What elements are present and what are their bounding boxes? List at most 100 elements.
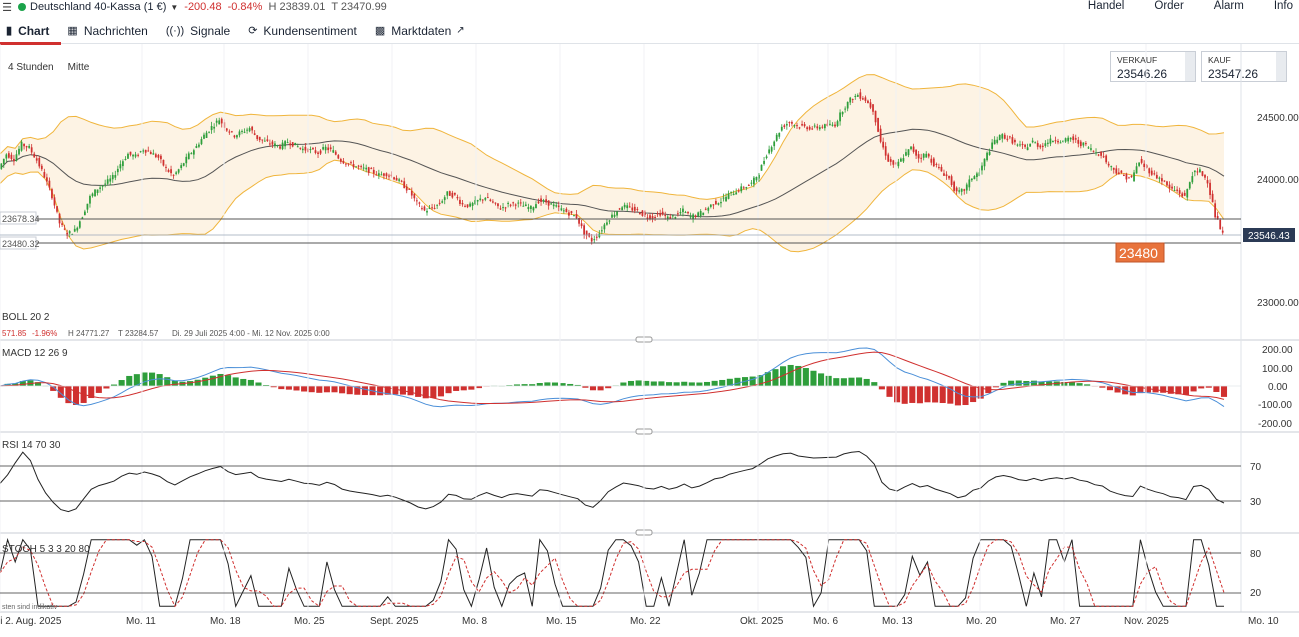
candle-body — [816, 126, 819, 129]
candle-body — [867, 100, 869, 104]
candle-body — [1069, 137, 1072, 140]
x-tick: Mo. 10 — [1248, 616, 1279, 627]
tab-market-data[interactable]: ▩ Marktdaten ↗ — [369, 18, 483, 44]
macd-histogram-bar — [399, 386, 406, 395]
chevron-down-icon[interactable]: ▼ — [170, 2, 179, 12]
macd-histogram-bar — [110, 384, 118, 386]
candle-body — [788, 122, 791, 124]
candle-body — [1145, 165, 1148, 168]
candle-body — [1130, 175, 1133, 178]
macd-histogram-bar — [0, 386, 4, 387]
chart-axes — [0, 44, 1299, 613]
candle-body — [730, 191, 732, 193]
candle-body — [190, 153, 193, 155]
candle-body — [469, 203, 471, 207]
candle-body — [679, 212, 682, 214]
candle-body — [930, 158, 933, 163]
sell-price: 23546.26 — [1117, 67, 1168, 81]
candle-body — [725, 196, 727, 202]
candle-body — [200, 139, 203, 145]
tab-signals[interactable]: ((·)) Signale — [160, 18, 242, 44]
macd-histogram-bar — [764, 372, 771, 386]
candle-body — [238, 131, 241, 136]
macd-histogram-bar — [1114, 386, 1121, 393]
macd-histogram-bar — [802, 368, 809, 386]
candle-body — [177, 169, 180, 173]
macd-histogram-bar — [780, 366, 787, 386]
candle-body — [220, 118, 223, 124]
candle-body — [1166, 181, 1168, 186]
candle-body — [1135, 166, 1138, 174]
macd-histogram-bar — [992, 386, 999, 388]
price-tick: 24500.00 — [1257, 113, 1299, 124]
sell-quote-button[interactable]: VERKAUF 23546.26 — [1110, 51, 1196, 82]
menu-order[interactable]: Order — [1154, 0, 1184, 12]
candle-body — [547, 200, 550, 206]
candle-body — [499, 208, 502, 210]
rsi-series — [0, 450, 1225, 513]
candle-body — [656, 213, 659, 215]
candle-body — [241, 130, 243, 132]
menu-alarm[interactable]: Alarm — [1213, 0, 1244, 12]
macd-series — [0, 347, 1228, 408]
macd-histogram-bar — [339, 386, 346, 394]
macd-histogram-bar — [293, 386, 300, 391]
alert-level-box[interactable] — [1115, 242, 1165, 263]
interval-selector[interactable]: 4 Stunden — [8, 62, 54, 73]
candle-body — [28, 145, 31, 148]
bollinger-fill — [0, 74, 1224, 252]
panel-resize-handle — [635, 529, 653, 536]
candle-body — [243, 131, 246, 133]
macd-histogram-bar — [772, 369, 779, 386]
candle-body — [58, 213, 61, 224]
candle-body — [253, 133, 256, 135]
menu-handel[interactable]: Handel — [1087, 0, 1125, 12]
macd-histogram-bar — [894, 386, 901, 403]
buy-quote-button[interactable]: KAUF 23547.26 — [1201, 51, 1287, 82]
rsi-legend[interactable]: RSI 14 70 30 — [2, 440, 61, 451]
tab-news[interactable]: ▦ Nachrichten — [61, 18, 159, 44]
tab-sentiment[interactable]: ⟳ Kundensentiment — [242, 18, 369, 44]
macd-legend[interactable]: MACD 12 26 9 — [2, 348, 68, 359]
macd-histogram-bar — [118, 380, 125, 386]
stoch-legend[interactable]: STOCH 5 3 3 20 80 — [2, 544, 90, 555]
candle-body — [747, 185, 750, 187]
x-tick: Mo. 11 — [126, 616, 156, 627]
macd-histogram-bar — [270, 386, 277, 388]
candle-body — [40, 165, 43, 170]
tab-chart[interactable]: ▮ Chart — [0, 18, 62, 45]
alert-level-label: 23480 — [1119, 245, 1158, 261]
bollinger-legend[interactable]: BOLL 20 2 — [2, 312, 50, 323]
price-mode-selector[interactable]: Mitte — [67, 62, 90, 73]
line-label-box — [0, 236, 37, 250]
candle-body — [996, 139, 999, 143]
menu-info[interactable]: Info — [1273, 0, 1293, 12]
candle-body — [352, 164, 355, 168]
candle-body — [339, 159, 342, 162]
buy-quote-bar — [1276, 52, 1286, 81]
macd-histogram-bar — [643, 380, 650, 386]
x-tick: Mo. 6 — [813, 616, 838, 627]
candle-body — [585, 230, 588, 236]
candle-body — [1105, 155, 1108, 163]
candle-body — [958, 190, 961, 192]
candle-body — [152, 153, 155, 155]
candle-body — [312, 147, 314, 150]
candle-body — [1115, 168, 1118, 174]
last-price-label: 23546.43 — [1248, 231, 1290, 242]
candle-body — [111, 175, 114, 180]
candle-body — [1206, 180, 1209, 184]
candle-body — [922, 153, 925, 158]
macd-histogram-bar — [240, 378, 247, 386]
candle-body — [269, 143, 271, 145]
macd-histogram-bar — [1053, 381, 1060, 386]
candle-body — [327, 147, 330, 151]
candle-body — [618, 208, 621, 210]
candle-body — [403, 181, 406, 189]
macd-histogram-bar — [1076, 383, 1083, 386]
instrument-name[interactable]: Deutschland 40-Kassa (1 €) — [30, 1, 167, 13]
candle-body — [699, 210, 702, 217]
hamburger-menu-icon[interactable]: ☰ — [2, 1, 12, 14]
candle-body — [611, 214, 613, 218]
